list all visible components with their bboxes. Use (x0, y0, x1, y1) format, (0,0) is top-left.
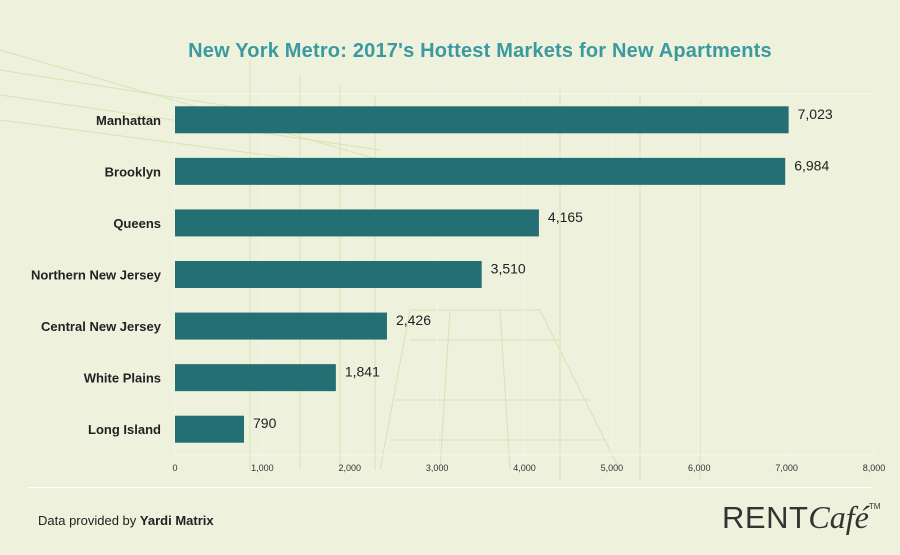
x-axis-ticks: 0 1,000 2,000 3,000 4,000 5,000 6,000 7,000 8,00… (172, 463, 885, 473)
value-label: 1,841 (345, 364, 380, 380)
category-label: Manhattan (96, 113, 161, 128)
x-tick-label: 8,000 (863, 463, 886, 473)
category-label: Brooklyn (105, 164, 161, 179)
value-labels: 7,023 6,984 4,165 3,510 2,426 1,841 790 (253, 106, 833, 431)
wireframe-line (379, 309, 411, 471)
bar (175, 106, 789, 134)
value-label: 790 (253, 415, 277, 431)
x-tick-label: 6,000 (688, 463, 711, 473)
chart-title: New York Metro: 2017's Hottest Markets f… (188, 40, 772, 62)
category-label: Long Island (88, 422, 161, 437)
bars (175, 106, 789, 443)
x-tick-label: 7,000 (775, 463, 798, 473)
value-label: 3,510 (491, 261, 526, 277)
x-tick-label: 3,000 (426, 463, 449, 473)
data-source-note: Data provided by Yardi Matrix (38, 513, 214, 528)
rentcafe-logo: RENTCaféTM (722, 499, 881, 535)
source-prefix: Data provided by (38, 513, 140, 528)
bar (175, 415, 245, 443)
source-name: Yardi Matrix (139, 513, 214, 528)
footer-divider (28, 487, 872, 488)
wireframe-line (499, 309, 511, 471)
x-tick-label: 0 (172, 463, 177, 473)
value-label: 4,165 (548, 209, 583, 225)
bar (175, 312, 387, 340)
bar (175, 209, 539, 237)
x-tick-label: 4,000 (513, 463, 536, 473)
category-label: Queens (113, 216, 161, 231)
x-tick-label: 2,000 (338, 463, 361, 473)
value-label: 6,984 (794, 157, 829, 173)
category-label: Central New Jersey (41, 319, 162, 334)
value-label: 7,023 (798, 106, 833, 122)
bar (175, 157, 786, 185)
category-labels: Manhattan Brooklyn Queens Northern New Jers… (31, 113, 162, 437)
x-tick-label: 5,000 (601, 463, 624, 473)
x-tick-label: 1,000 (251, 463, 274, 473)
bar (175, 261, 482, 288)
wireframe-line (439, 309, 451, 471)
category-label: White Plains (84, 371, 161, 386)
wireframe-line (539, 309, 621, 471)
category-label: Northern New Jersey (31, 268, 162, 283)
wireframe-line (0, 49, 381, 161)
bar (175, 364, 336, 392)
value-label: 2,426 (396, 312, 431, 328)
